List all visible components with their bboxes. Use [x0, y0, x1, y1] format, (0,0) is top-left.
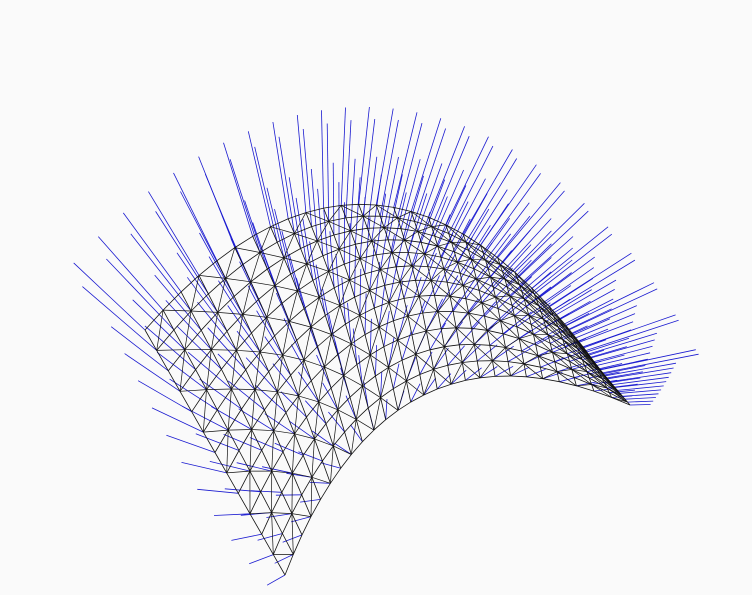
mesh-edge [514, 315, 528, 316]
page: (() => { const data = JSON.parse(documen… [0, 0, 752, 595]
normal [630, 405, 651, 406]
mesh-edge [456, 328, 471, 329]
mesh-edge [292, 473, 293, 513]
mesh-viewport [0, 0, 752, 595]
